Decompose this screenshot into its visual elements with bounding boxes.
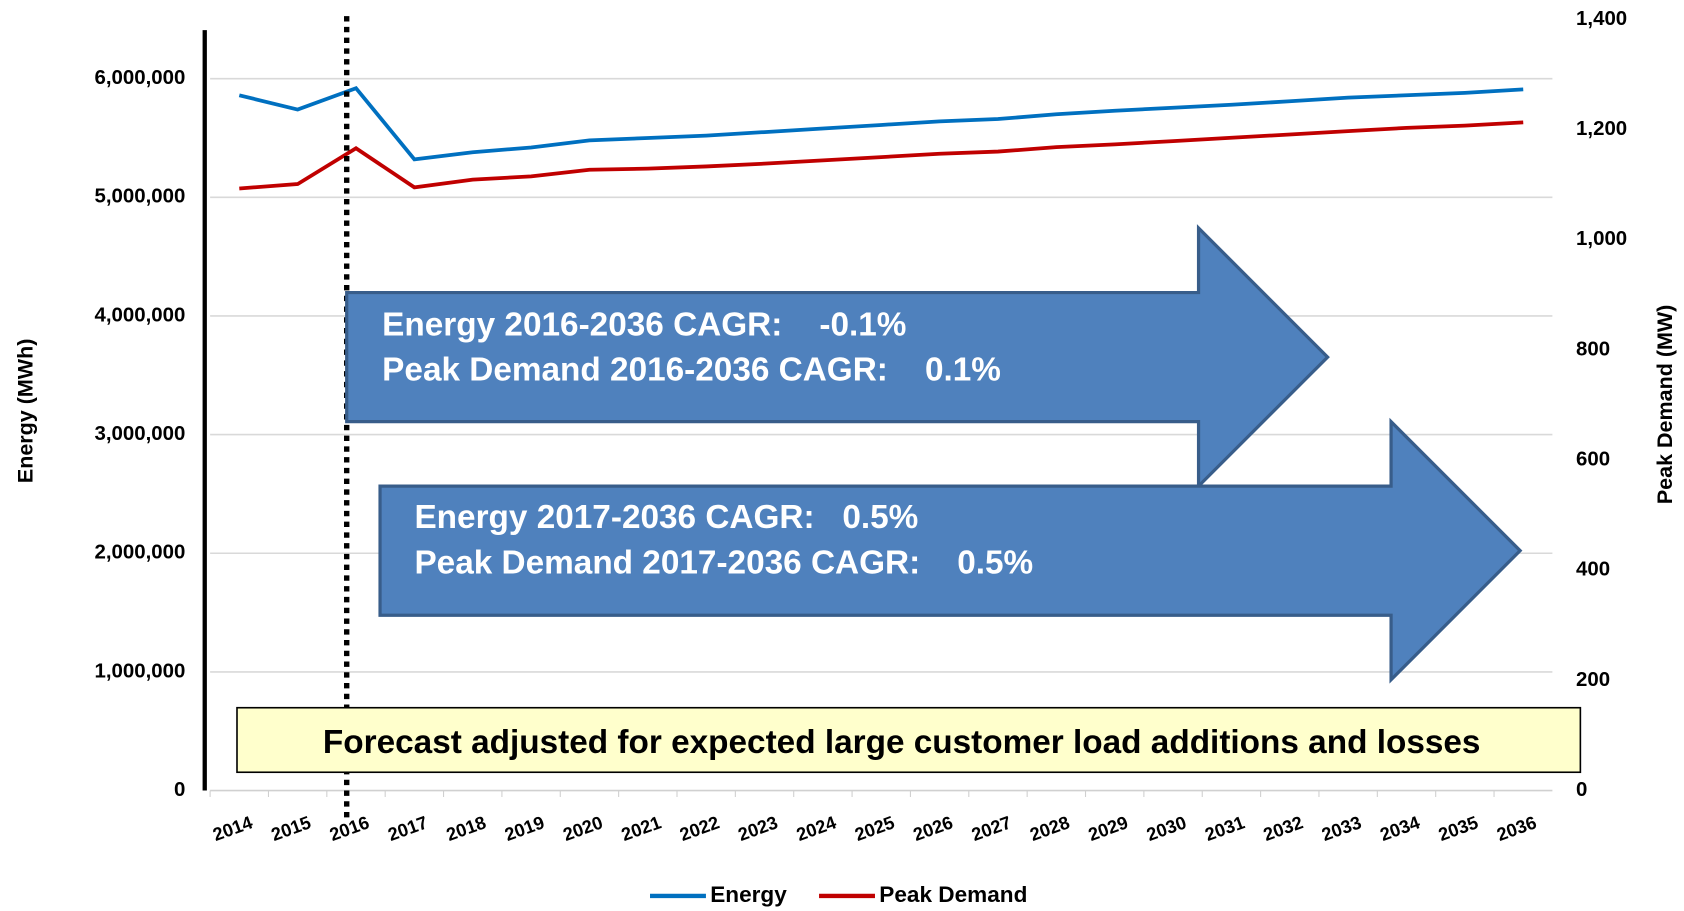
y-tick-label: 1,000,000 xyxy=(95,660,186,682)
x-tick-label: 2032 xyxy=(1260,811,1305,845)
y2-tick-label: 600 xyxy=(1576,448,1610,470)
y-tick-label: 6,000,000 xyxy=(95,67,186,89)
x-tick-label: 2020 xyxy=(560,811,605,845)
legend-label: Energy xyxy=(710,882,787,907)
x-tick-label: 2014 xyxy=(210,811,256,845)
x-tick-label: 2021 xyxy=(618,811,663,845)
y-tick-label: 5,000,000 xyxy=(95,186,186,208)
y2-tick-label: 800 xyxy=(1576,338,1610,360)
note: Forecast adjusted for expected large cus… xyxy=(323,724,1481,761)
y-axis-label: Energy (MWh) xyxy=(14,339,38,484)
x-tick-label: 2019 xyxy=(502,811,547,845)
x-tick-label: 2036 xyxy=(1494,811,1539,845)
y-tick-label: 2,000,000 xyxy=(95,542,186,564)
series-line xyxy=(238,85,1524,162)
y2-tick-label: 1,400 xyxy=(1576,8,1627,30)
x-tick-label: 2034 xyxy=(1377,811,1423,845)
y2-tick-label: 200 xyxy=(1576,669,1610,691)
x-tick-label: 2016 xyxy=(327,811,372,845)
x-tick-label: 2028 xyxy=(1027,811,1072,845)
y2-tick-label: 400 xyxy=(1576,559,1610,581)
y-tick-label: 0 xyxy=(174,779,185,801)
x-tick-label: 2022 xyxy=(677,811,722,845)
x-tick-label: 2035 xyxy=(1435,811,1480,845)
x-tick-label: 2018 xyxy=(443,811,488,845)
x-tick-label: 2033 xyxy=(1319,811,1364,845)
x-tick-label: 2024 xyxy=(793,811,839,845)
annotation: Peak Demand 2017-2036 CAGR: 0.5% xyxy=(414,544,1033,581)
x-tick-label: 2026 xyxy=(910,811,955,845)
series-line xyxy=(239,120,1524,191)
x-tick-label: 2025 xyxy=(852,811,897,845)
x-tick-label: 2017 xyxy=(385,811,430,845)
x-tick-label: 2029 xyxy=(1085,811,1130,845)
legend-label: Peak Demand xyxy=(879,882,1027,907)
note-box xyxy=(236,706,1582,774)
x-tick-label: 2031 xyxy=(1202,811,1247,845)
arrow-1 xyxy=(345,224,1330,491)
lines xyxy=(238,85,1524,191)
annotation: Energy 2017-2036 CAGR: 0.5% xyxy=(414,499,918,536)
y2-tick-label: 0 xyxy=(1576,779,1587,801)
arrow-2 xyxy=(378,417,1523,684)
y-tick-label: 3,000,000 xyxy=(95,423,186,445)
y2-tick-label: 1,200 xyxy=(1576,118,1627,140)
x-tick-label: 2023 xyxy=(735,811,780,845)
y2-axis-label: Peak Demand (MW) xyxy=(1653,305,1677,505)
annotation: Peak Demand 2016-2036 CAGR: 0.1% xyxy=(382,352,1001,389)
x-tick-label: 2015 xyxy=(268,811,313,845)
x-tick-label: 2027 xyxy=(969,811,1014,845)
y2-tick-label: 1,000 xyxy=(1576,228,1627,250)
annotation: Energy 2016-2036 CAGR: -0.1% xyxy=(382,307,906,344)
x-tick-label: 2030 xyxy=(1144,811,1189,845)
y-tick-label: 4,000,000 xyxy=(95,304,186,326)
